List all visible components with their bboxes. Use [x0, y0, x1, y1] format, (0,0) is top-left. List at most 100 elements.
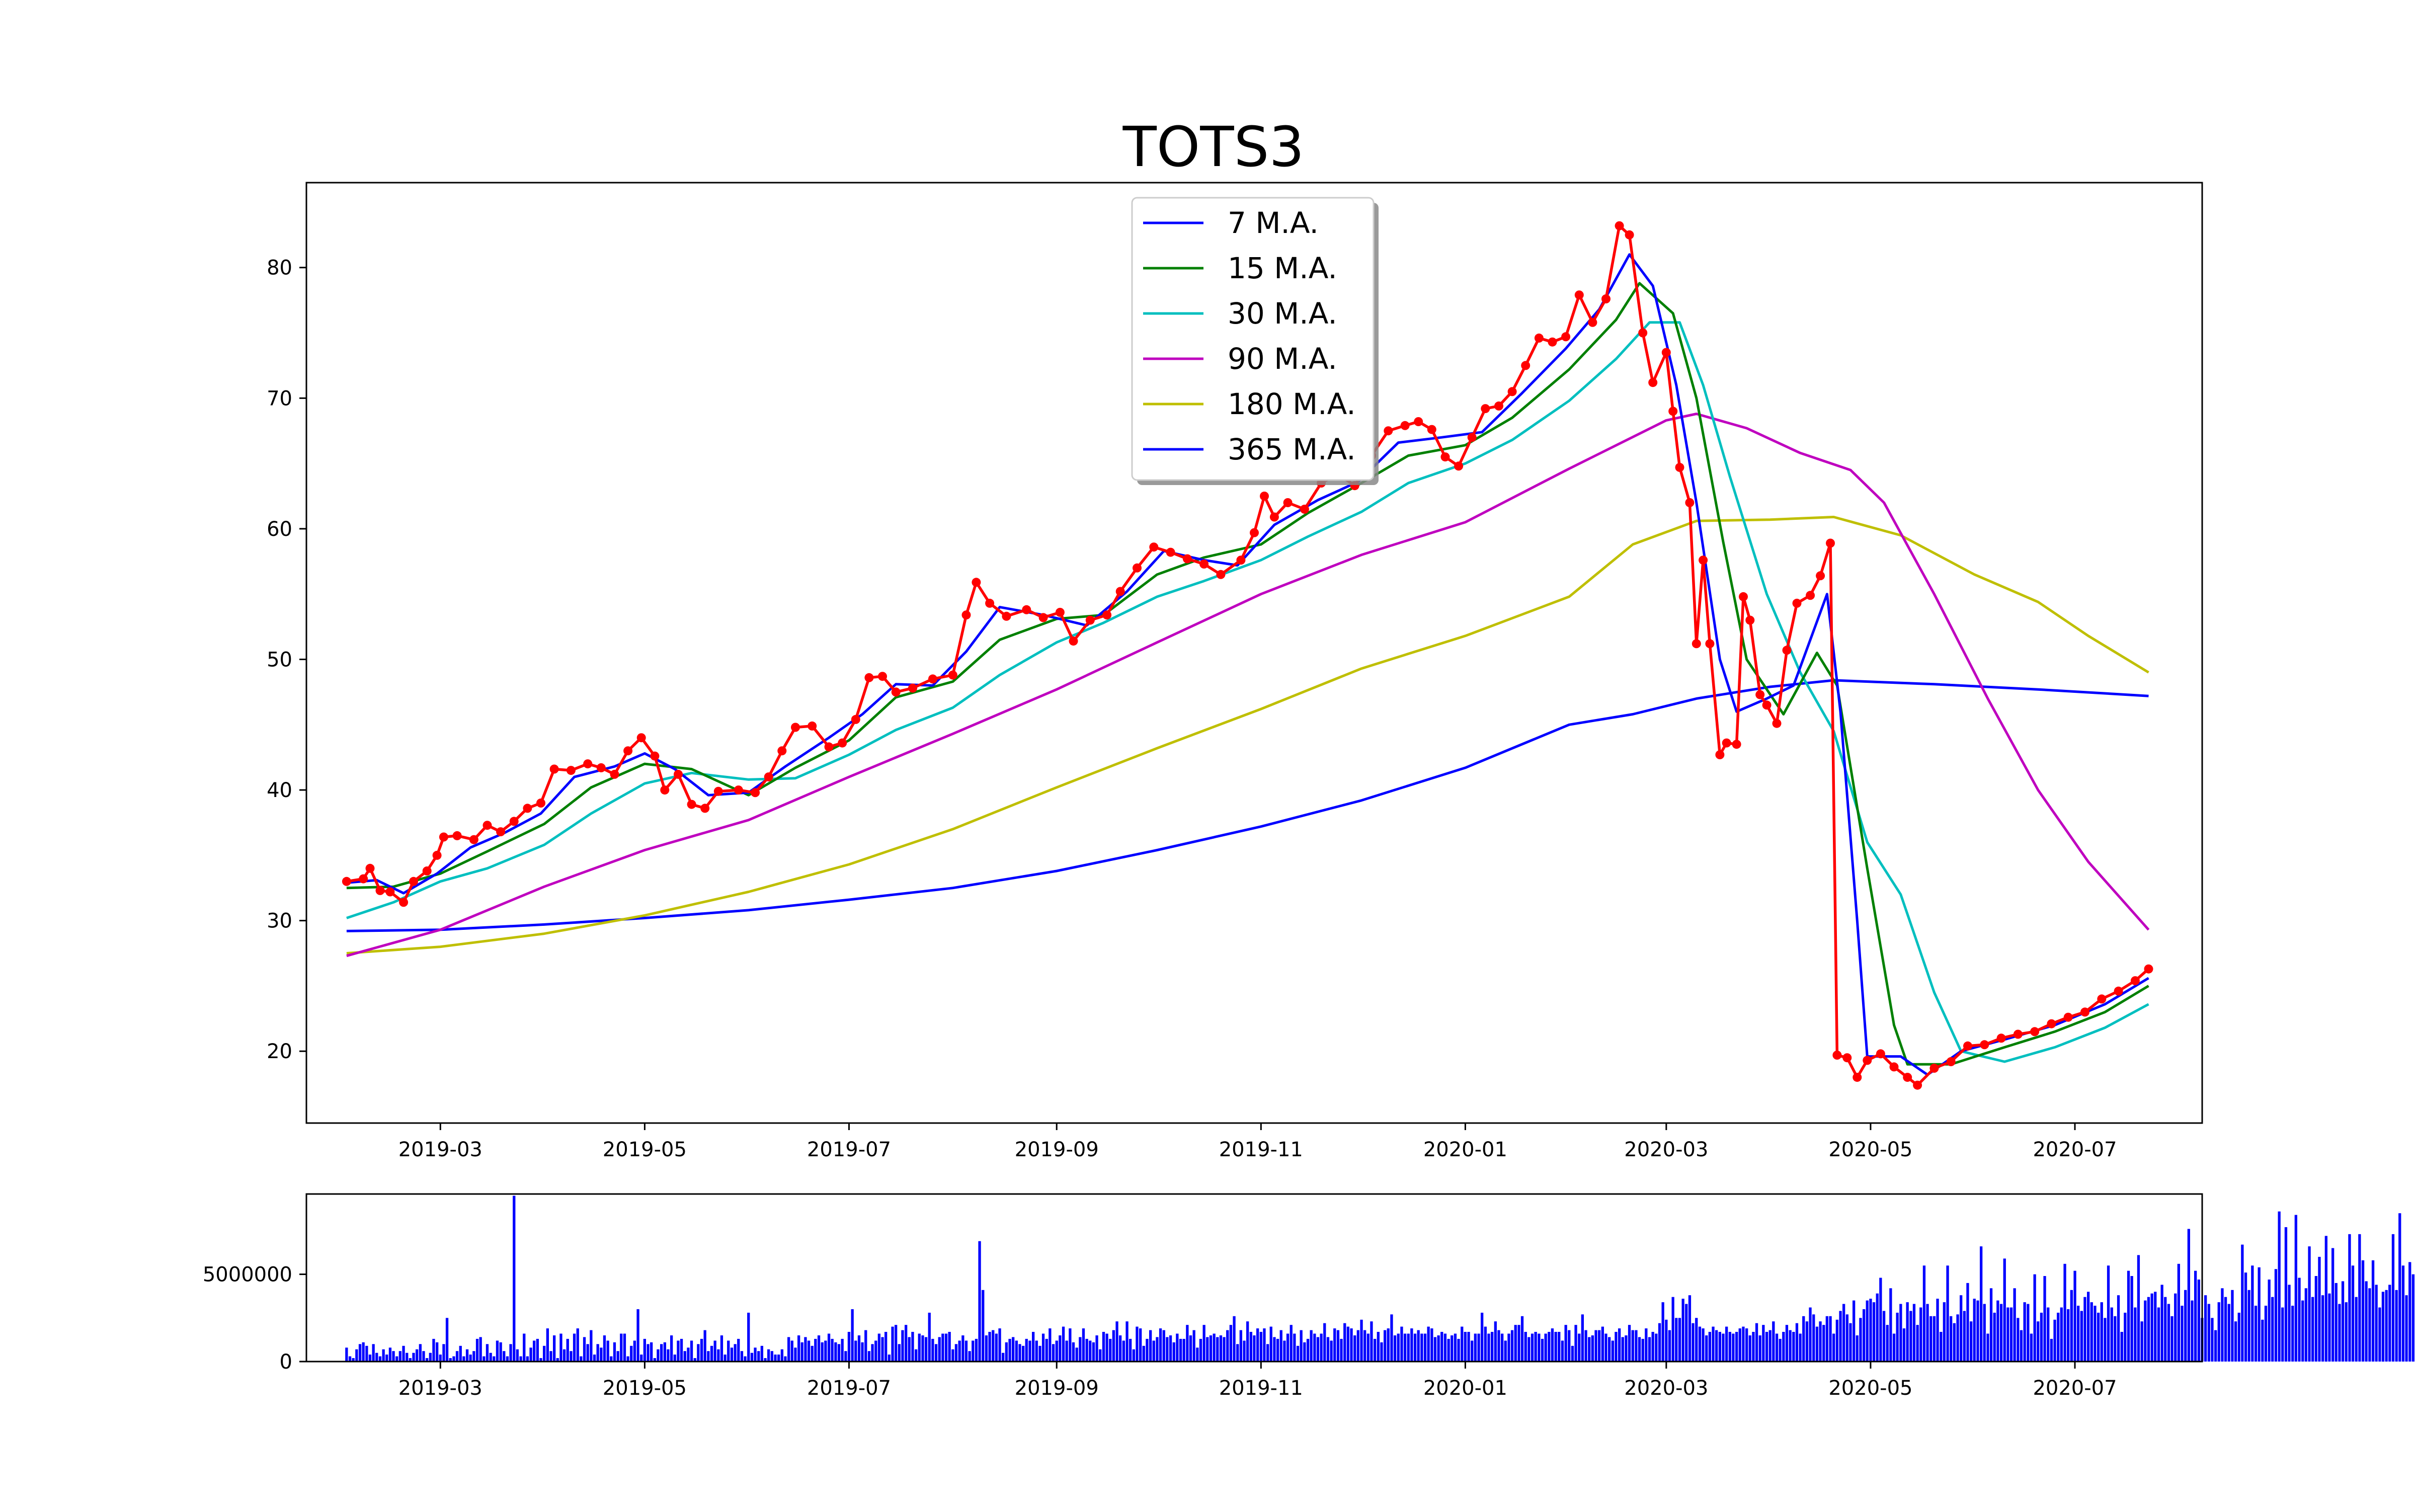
- volume-bar: [1326, 1337, 1330, 1362]
- price-point: [1913, 1080, 1922, 1090]
- volume-bar: [1561, 1340, 1564, 1362]
- volume-bar: [1993, 1312, 1996, 1362]
- volume-bar: [1223, 1337, 1226, 1362]
- volume-bar: [1330, 1340, 1333, 1362]
- volume-bar: [2013, 1288, 2016, 1362]
- volume-bar: [536, 1338, 539, 1362]
- volume-bar: [2237, 1312, 2240, 1362]
- volume-bar: [623, 1333, 626, 1362]
- volume-bar: [884, 1332, 888, 1362]
- volume-bar: [469, 1355, 472, 1362]
- volume-bar: [1069, 1328, 1072, 1362]
- volume-bar: [1015, 1340, 1018, 1362]
- legend-label: 15 M.A.: [1228, 251, 1337, 285]
- volume-bar: [720, 1335, 723, 1362]
- volume-bar: [1099, 1349, 1102, 1362]
- volume-bar: [857, 1335, 861, 1362]
- volume-bar: [811, 1345, 814, 1362]
- volume-x-tick-label: 2020-05: [1828, 1377, 1912, 1400]
- volume-bar: [633, 1340, 636, 1362]
- volume-bar: [1678, 1318, 1681, 1362]
- volume-bar: [717, 1349, 720, 1362]
- volume-bar: [2157, 1307, 2160, 1362]
- volume-bar: [445, 1318, 449, 1362]
- volume-bar: [1132, 1349, 1135, 1362]
- volume-bar: [837, 1344, 841, 1362]
- volume-bar: [636, 1309, 639, 1362]
- legend-label: 180 M.A.: [1228, 387, 1356, 421]
- volume-bar: [767, 1349, 770, 1362]
- volume-bar: [2288, 1285, 2291, 1362]
- volume-bar: [1574, 1325, 1577, 1362]
- volume-bar: [1095, 1335, 1098, 1362]
- volume-bar: [1320, 1333, 1323, 1362]
- volume-bar: [1276, 1338, 1279, 1362]
- volume-bar: [1451, 1335, 1454, 1362]
- volume-bar: [1300, 1330, 1303, 1362]
- volume-bar: [1286, 1333, 1290, 1362]
- price-point: [1963, 1041, 1972, 1051]
- volume-x-tick-label: 2019-09: [1015, 1377, 1099, 1400]
- volume-bar: [821, 1342, 824, 1362]
- volume-bar: [747, 1312, 750, 1362]
- x-tick-label: 2020-03: [1624, 1138, 1708, 1161]
- volume-bar: [539, 1358, 542, 1362]
- price-point: [409, 877, 418, 886]
- volume-axes: 0 5000000 2019-03 2019-05 2019-07 2019-09 2019…: [203, 1193, 2203, 1400]
- volume-bar: [1353, 1335, 1356, 1362]
- volume-bar: [402, 1345, 405, 1362]
- volume-bar: [1430, 1328, 1433, 1362]
- price-point: [1755, 690, 1765, 699]
- price-point: [764, 772, 773, 782]
- volume-bar: [2324, 1236, 2327, 1362]
- volume-bar: [372, 1344, 375, 1362]
- volume-bar: [687, 1347, 690, 1362]
- volume-bar: [1510, 1330, 1514, 1362]
- volume-bar: [1980, 1246, 1983, 1362]
- volume-bar: [2020, 1330, 2023, 1362]
- price-point: [583, 759, 593, 769]
- volume-bar: [2170, 1316, 2174, 1362]
- volume-bar: [1986, 1333, 1989, 1362]
- price-point: [777, 746, 787, 756]
- volume-bar: [2254, 1306, 2258, 1362]
- price-point: [1182, 554, 1192, 564]
- volume-bar: [1105, 1333, 1108, 1362]
- volume-bar: [1380, 1342, 1383, 1362]
- price-point: [1772, 719, 1782, 728]
- volume-bar: [2278, 1211, 2281, 1362]
- volume-bar: [1166, 1337, 1169, 1362]
- price-point: [359, 874, 368, 884]
- volume-bar: [985, 1335, 988, 1362]
- volume-bar: [1303, 1342, 1306, 1362]
- volume-bar: [2150, 1293, 2153, 1362]
- volume-bar: [2227, 1304, 2230, 1362]
- volume-bar: [1594, 1330, 1597, 1362]
- volume-bar: [1886, 1325, 1889, 1362]
- volume-bar: [496, 1340, 499, 1362]
- volume-bar: [881, 1337, 884, 1362]
- volume-bar: [800, 1342, 803, 1362]
- volume-bar: [995, 1333, 998, 1362]
- volume-bar: [861, 1342, 864, 1362]
- volume-bar: [395, 1356, 398, 1362]
- price-point: [2013, 1029, 2023, 1039]
- volume-bar: [777, 1355, 780, 1362]
- volume-bar: [834, 1342, 837, 1362]
- volume-bar: [1782, 1332, 1785, 1362]
- volume-bar: [1621, 1337, 1624, 1362]
- volume-bar: [620, 1333, 623, 1362]
- volume-bar: [442, 1344, 445, 1362]
- volume-bar: [1079, 1337, 1082, 1362]
- volume-bar: [1899, 1304, 1902, 1362]
- volume-bar: [2365, 1281, 2368, 1362]
- volume-bar: [1109, 1338, 1112, 1362]
- volume-bar: [1758, 1335, 1761, 1362]
- volume-bar: [1002, 1352, 1005, 1362]
- price-point: [636, 733, 646, 743]
- volume-bar: [968, 1351, 971, 1362]
- volume-y-tick-label: 0: [280, 1350, 292, 1374]
- volume-bar: [905, 1325, 908, 1362]
- volume-bar: [750, 1352, 754, 1362]
- x-tick-label: 2019-09: [1015, 1138, 1099, 1161]
